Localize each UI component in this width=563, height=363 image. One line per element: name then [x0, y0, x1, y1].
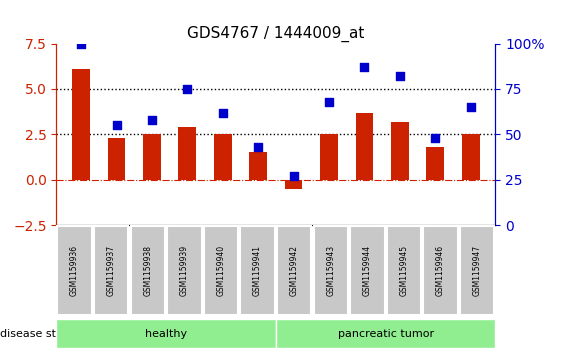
Text: GSM1159944: GSM1159944: [363, 245, 372, 296]
Point: [183, 86, 192, 92]
Bar: [426, 147, 444, 180]
Text: GSM1159945: GSM1159945: [400, 245, 408, 296]
Bar: [178, 127, 196, 180]
Point: [148, 117, 157, 123]
Text: GSM1159946: GSM1159946: [436, 245, 445, 296]
Bar: [72, 69, 90, 180]
Text: healthy: healthy: [145, 329, 187, 339]
Text: GSM1159943: GSM1159943: [327, 245, 335, 296]
Bar: [143, 134, 161, 180]
Text: GSM1159936: GSM1159936: [70, 245, 79, 296]
Point: [395, 73, 404, 79]
Point: [466, 104, 475, 110]
Point: [254, 144, 263, 150]
Bar: [391, 122, 409, 180]
Point: [218, 110, 227, 115]
Text: GSM1159941: GSM1159941: [253, 245, 262, 296]
Point: [289, 173, 298, 179]
Bar: [285, 180, 302, 189]
Point: [77, 41, 86, 46]
Text: GSM1159937: GSM1159937: [107, 245, 115, 296]
Text: ▶: ▶: [65, 329, 73, 339]
Point: [360, 64, 369, 70]
Bar: [108, 138, 126, 180]
Text: GSM1159938: GSM1159938: [144, 245, 152, 296]
Bar: [214, 134, 231, 180]
Bar: [320, 134, 338, 180]
Point: [431, 135, 440, 141]
Bar: [249, 152, 267, 180]
Point: [112, 122, 121, 128]
Text: pancreatic tumor: pancreatic tumor: [338, 329, 434, 339]
Text: GSM1159942: GSM1159942: [290, 245, 298, 296]
Bar: [462, 134, 480, 180]
Title: GDS4767 / 1444009_at: GDS4767 / 1444009_at: [187, 26, 365, 42]
Text: GSM1159939: GSM1159939: [180, 245, 189, 296]
Text: GSM1159947: GSM1159947: [473, 245, 481, 296]
Text: GSM1159940: GSM1159940: [217, 245, 225, 296]
Bar: [356, 113, 373, 180]
Point: [324, 99, 333, 105]
Text: disease state: disease state: [0, 329, 74, 339]
